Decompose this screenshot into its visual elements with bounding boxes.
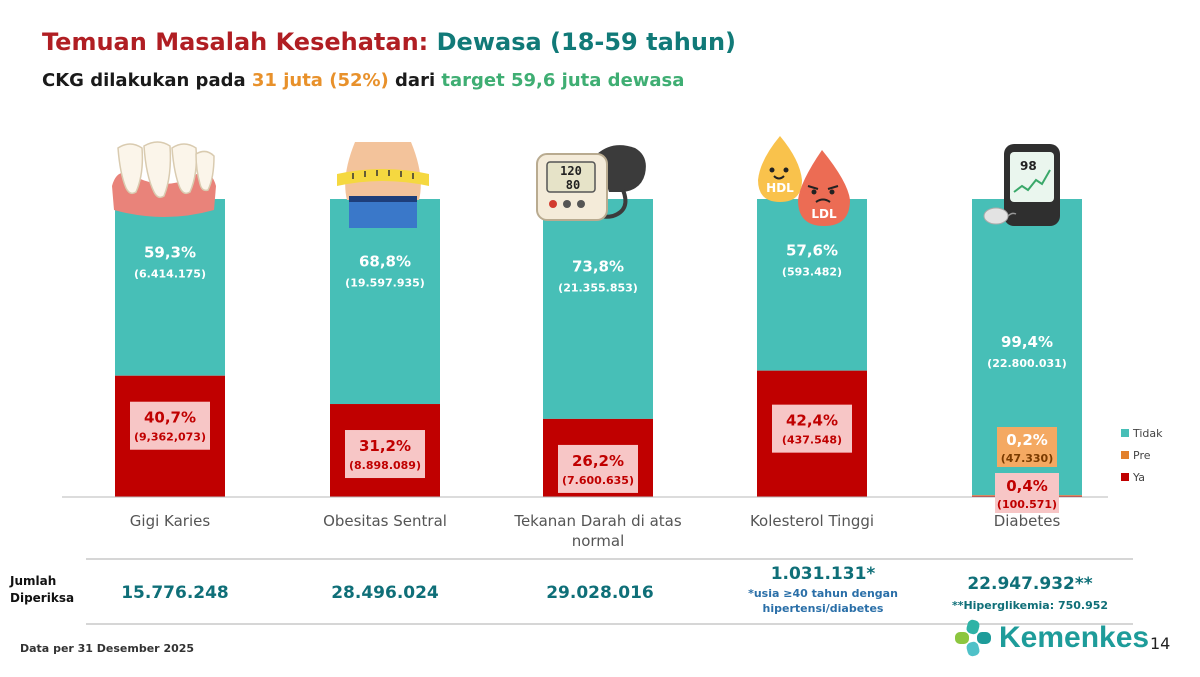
page-number: 14 bbox=[1150, 634, 1171, 653]
page-title: Temuan Masalah Kesehatan: Dewasa (18-59 … bbox=[42, 28, 736, 56]
jumlah-kolesterol: 1.031.131* *usia ≥40 tahun dengan hipert… bbox=[728, 564, 918, 616]
data-label-ya: 0,4% bbox=[1006, 477, 1048, 495]
subtitle-part-d: target 59,6 juta dewasa bbox=[441, 70, 685, 91]
data-label-ya-count: (437.548) bbox=[782, 434, 842, 447]
data-label-ya: 40,7% bbox=[144, 409, 196, 427]
subtitle-part-b: 31 juta (52%) bbox=[251, 70, 389, 91]
cholesterol-drops-icon: HDL LDL bbox=[758, 136, 850, 226]
x-tick-label: Diabetes bbox=[994, 512, 1061, 530]
legend-swatch-pre bbox=[1121, 451, 1129, 459]
jumlah-value: 1.031.131* bbox=[770, 564, 876, 584]
kemenkes-brand-text: Kemenkes bbox=[999, 621, 1150, 654]
waist-measure-icon bbox=[337, 142, 429, 228]
data-label-ya-box bbox=[558, 444, 638, 493]
data-label-pre: 0,2% bbox=[1006, 431, 1048, 449]
bar-tidak-tekanan-darah-di-atas-normal bbox=[543, 199, 653, 419]
data-label-pre-box bbox=[997, 427, 1057, 467]
jumlah-obesitas: 28.496.024 bbox=[305, 583, 465, 603]
data-label-ya-box bbox=[345, 430, 425, 479]
jumlah-gigi-karies: 15.776.248 bbox=[95, 583, 255, 603]
ldl-text: LDL bbox=[811, 207, 837, 221]
jumlah-tekanan-darah: 29.028.016 bbox=[520, 583, 680, 603]
data-label-ya-count: (8.898.089) bbox=[349, 459, 421, 472]
x-tick-label: Kolesterol Tinggi bbox=[750, 512, 874, 530]
jumlah-note: **Hiperglikemia: 750.952 bbox=[951, 599, 1109, 612]
jumlah-value: 22.947.932** bbox=[967, 574, 1093, 594]
jumlah-value: 29.028.016 bbox=[546, 583, 654, 603]
data-label-tidak-count: (593.482) bbox=[782, 266, 842, 279]
jumlah-diabetes: 22.947.932** **Hiperglikemia: 750.952 bbox=[930, 574, 1130, 613]
data-label-tidak-count: (21.355.853) bbox=[558, 282, 638, 295]
x-tick-label: normal bbox=[572, 532, 625, 550]
data-label-ya-box bbox=[772, 404, 852, 453]
jumlah-value: 28.496.024 bbox=[331, 583, 439, 603]
teeth-icon bbox=[112, 141, 216, 217]
data-label-tidak-count: (6.414.175) bbox=[134, 267, 206, 280]
glucometer-icon: 98 bbox=[983, 144, 1060, 226]
page-subtitle: CKG dilakukan pada 31 juta (52%) dari ta… bbox=[42, 70, 684, 91]
blood-pressure-monitor-icon: 120 80 bbox=[536, 145, 646, 221]
kemenkes-logo: Kemenkes bbox=[953, 618, 1149, 658]
title-part-b: Dewasa (18-59 tahun) bbox=[436, 28, 737, 56]
data-label-ya: 42,4% bbox=[786, 412, 838, 430]
subtitle-part-a: CKG dilakukan pada bbox=[42, 70, 246, 91]
legend-swatch-ya bbox=[1121, 473, 1129, 481]
jumlah-value: 15.776.248 bbox=[121, 583, 229, 603]
data-label-ya-count: (7.600.635) bbox=[562, 474, 634, 487]
bar-tidak-kolesterol-tinggi bbox=[757, 199, 867, 371]
legend-label-ya: Ya bbox=[1132, 471, 1145, 484]
data-date-note: Data per 31 Desember 2025 bbox=[20, 642, 195, 655]
bp-systolic-text: 120 bbox=[560, 164, 582, 178]
x-tick-label: Gigi Karies bbox=[130, 512, 211, 530]
data-label-pre-count: (47.330) bbox=[1001, 452, 1054, 465]
data-label-ya-box bbox=[130, 401, 210, 450]
data-label-tidak: 68,8% bbox=[359, 253, 411, 271]
data-label-tidak: 59,3% bbox=[144, 243, 196, 261]
data-label-ya: 31,2% bbox=[359, 437, 411, 455]
jumlah-note: *usia ≥40 tahun dengan hipertensi/diabet… bbox=[748, 587, 898, 615]
data-label-ya-box bbox=[995, 473, 1059, 513]
data-label-ya-count: (9,362,073) bbox=[134, 431, 206, 444]
data-label-ya: 26,2% bbox=[572, 452, 624, 470]
data-label-tidak-count: (19.597.935) bbox=[345, 277, 425, 290]
legend-label-pre: Pre bbox=[1133, 449, 1151, 462]
bp-diastolic-text: 80 bbox=[566, 178, 580, 192]
subtitle-part-c: dari bbox=[395, 70, 436, 91]
data-label-tidak: 73,8% bbox=[572, 258, 624, 276]
data-label-tidak: 57,6% bbox=[786, 242, 838, 260]
data-label-tidak-count: (22.800.031) bbox=[987, 357, 1067, 370]
bar-tidak-obesitas-sentral bbox=[330, 199, 440, 405]
glucose-reading-text: 98 bbox=[1020, 159, 1037, 173]
legend-label-tidak: Tidak bbox=[1132, 427, 1163, 440]
kemenkes-logo-icon bbox=[955, 619, 991, 657]
data-label-tidak: 99,4% bbox=[1001, 333, 1053, 351]
title-part-a: Temuan Masalah Kesehatan: bbox=[42, 28, 429, 56]
hdl-text: HDL bbox=[766, 181, 794, 195]
x-tick-label: Obesitas Sentral bbox=[323, 512, 447, 530]
table-row-label: Jumlah Diperiksa bbox=[10, 574, 75, 605]
x-tick-label: Tekanan Darah di atas bbox=[513, 512, 682, 530]
legend-swatch-tidak bbox=[1121, 429, 1129, 437]
bar-tidak-gigi-karies bbox=[115, 199, 225, 376]
data-label-ya-count: (100.571) bbox=[997, 498, 1057, 511]
